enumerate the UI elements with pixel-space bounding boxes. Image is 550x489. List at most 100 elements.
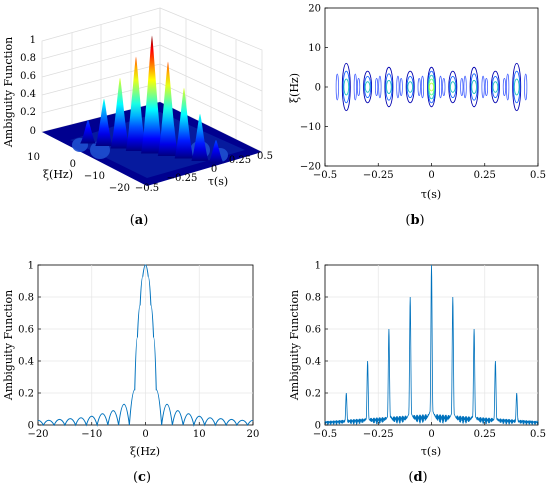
x-tick-label: 0 (142, 429, 148, 440)
contour-sidelobe (357, 77, 361, 97)
surface-peak (208, 139, 224, 164)
contour-line (386, 79, 392, 95)
contour-sidelobe (502, 77, 506, 97)
x-tick: −0.5 (135, 183, 159, 194)
contour-line (343, 78, 350, 96)
y-tick: −20 (109, 183, 130, 194)
contour-sidelobe (399, 77, 403, 97)
panel-c-series-line (37, 264, 254, 427)
contour-line (448, 70, 458, 104)
contour-line (471, 79, 477, 95)
panel-b: −0.5 −0.25 0 0.25 0.5 20 10 0 −10 −20 ξ(Hz) τ(s) (288, 4, 546, 202)
caption-c-letter: c (138, 470, 146, 485)
contour-sidelobe (375, 77, 379, 97)
panel-a-ticks: 1 0.8 0.6 0.4 0.2 0 10 0 −10 −20 −0.5 −0… (20, 35, 273, 194)
panel-b-ticks: −0.5 −0.25 0 0.25 0.5 20 10 0 −10 −20 (300, 4, 546, 182)
y-tick-label: 0.4 (18, 357, 34, 368)
contour-line (491, 76, 500, 98)
panel-a-box (41, 7, 263, 153)
caption-a-letter: a (135, 213, 144, 228)
panel-a-peaks (80, 35, 224, 164)
z-tick: 0.4 (20, 89, 36, 100)
contour-sidelobe (506, 73, 510, 101)
panel-d: −0.5 −0.25 0 0.25 0.5 0 0.2 0.4 0.6 0.8 1 Ambiguit… (288, 261, 546, 459)
contour-sidelobe (524, 73, 528, 101)
y-tick-label: 0 (315, 421, 321, 432)
y-tick: 10 (27, 152, 40, 163)
x-tick: 0 (211, 164, 217, 175)
contour-sidelobe (417, 77, 421, 97)
y-tick: 0 (70, 159, 76, 170)
y-tick-label: 20 (308, 4, 321, 15)
contour-sidelobe (481, 75, 485, 99)
y-tick-label: 0 (315, 83, 321, 94)
y-tick-label: 1 (315, 261, 321, 272)
z-tick: 0.8 (20, 53, 36, 64)
panel-a: 1 0.8 0.6 0.4 0.2 0 10 0 −10 −20 −0.5 −0… (2, 7, 273, 194)
z-axis-label: Ambiguity Function (2, 37, 15, 148)
panel-d-y-label: Ambiguity Function (288, 290, 301, 401)
x-tick-label: 20 (247, 429, 260, 440)
x-tick-label: 0.25 (474, 170, 496, 181)
contour-line (492, 81, 499, 93)
caption-b: (b) (405, 213, 424, 228)
contour-line (513, 78, 520, 96)
y-axis-label: ξ(Hz) (43, 168, 73, 181)
contour-line (428, 78, 435, 96)
x-axis-label: τ(s) (208, 175, 228, 188)
y-tick-label: 0.2 (305, 389, 321, 400)
y-tick-label: −10 (300, 122, 321, 133)
x-tick-label: 0 (428, 170, 434, 181)
contour-cluster (420, 66, 443, 108)
x-tick-label: 0.25 (474, 429, 496, 440)
x-tick-label: −0.5 (313, 429, 337, 440)
caption-b-letter: b (410, 213, 419, 228)
contour-sidelobe (353, 73, 357, 101)
contour-line (449, 81, 456, 93)
surface-peak (191, 113, 209, 161)
contour-cluster (357, 70, 379, 104)
contour-line (363, 70, 373, 104)
y-tick-label: 0.6 (18, 325, 34, 336)
panel-c-grid (38, 265, 253, 425)
z-tick: 0.6 (20, 71, 36, 82)
panel-c-x-label: ξ(Hz) (130, 445, 160, 458)
y-tick-label: 0.4 (305, 357, 321, 368)
contour-cluster (463, 66, 485, 108)
surface-peak (125, 56, 147, 151)
x-tick: −0.25 (167, 173, 198, 184)
caption-d-letter: d (413, 470, 422, 485)
contour-sidelobe (420, 75, 425, 99)
caption-c: (c) (133, 470, 151, 485)
contour-sidelobe (438, 75, 443, 99)
contour-sidelobe (442, 77, 446, 97)
contour-line (363, 76, 372, 98)
y-tick-label: 0.2 (18, 389, 34, 400)
x-tick-label: 0.5 (530, 429, 546, 440)
surface-peak (157, 61, 179, 156)
z-tick: 1 (30, 35, 36, 46)
contour-line (513, 70, 521, 104)
z-tick: 0.2 (20, 107, 36, 118)
x-tick-label: −20 (27, 429, 48, 440)
x-tick: 0.25 (229, 155, 251, 166)
panel-b-contours (335, 62, 528, 112)
y-tick-label: 0.8 (18, 293, 34, 304)
contour-cluster (378, 66, 400, 108)
caption-a: (a) (130, 213, 149, 228)
contour-line (449, 76, 457, 98)
contour-line (428, 82, 435, 92)
contour-cluster (335, 62, 357, 112)
contour-line (428, 74, 435, 100)
y-tick-label: 1 (28, 261, 34, 272)
surface-peak (95, 98, 113, 146)
surface-peak (141, 35, 163, 154)
contour-line (342, 70, 350, 104)
y-tick-label: −20 (300, 162, 321, 173)
x-tick-label: −0.5 (313, 170, 337, 181)
contour-line (490, 70, 500, 104)
y-tick: −10 (84, 171, 105, 182)
contour-cluster (442, 70, 464, 104)
contour-line (470, 73, 478, 101)
surface-peak (110, 77, 130, 149)
